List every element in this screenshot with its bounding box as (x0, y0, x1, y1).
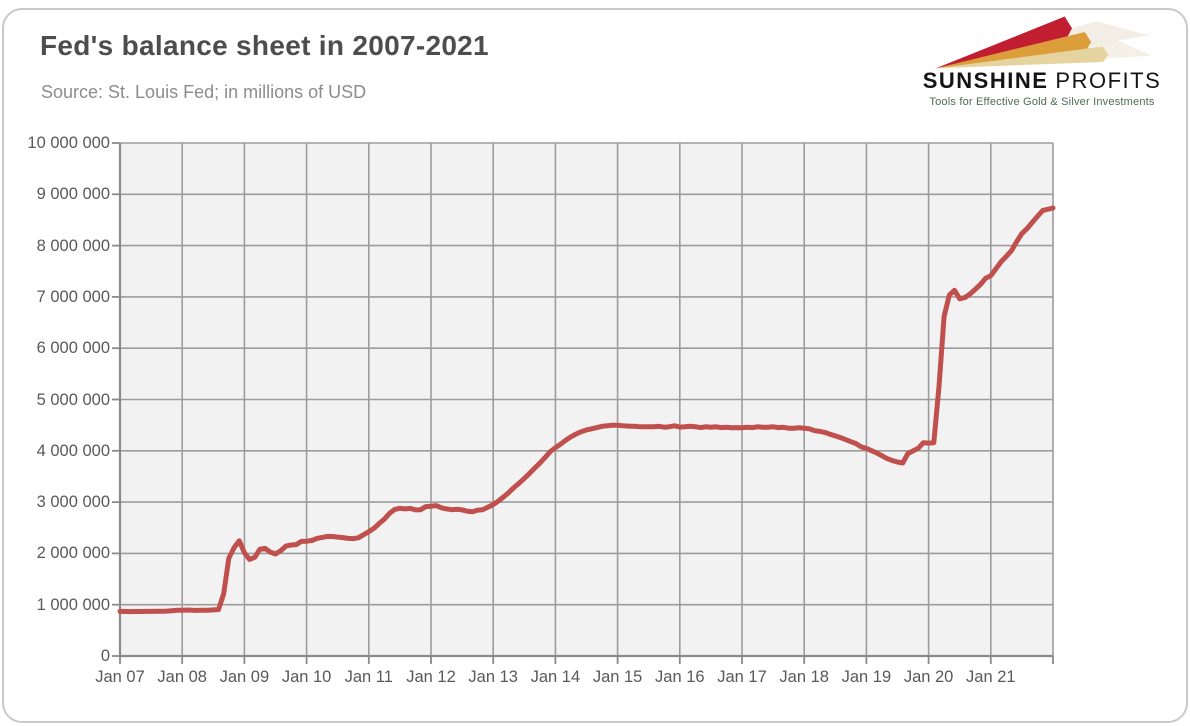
source-note: Source: St. Louis Fed; in millions of US… (41, 82, 367, 102)
x-axis-label: Jan 07 (95, 668, 145, 686)
y-axis-label: 2 000 000 (36, 544, 110, 563)
x-axis-label: Jan 17 (717, 668, 767, 686)
x-axis-label: Jan 13 (468, 668, 518, 686)
page-title: Fed's balance sheet in 2007-2021 (40, 30, 489, 61)
x-axis-label: Jan 09 (219, 668, 270, 686)
logo-brand-primary: SUNSHINE (922, 68, 1049, 93)
x-axis-label: Jan 11 (344, 668, 393, 686)
x-axis-label: Jan 19 (841, 668, 892, 686)
y-axis-label: 1 000 000 (36, 595, 110, 614)
logo-arrows-icon (935, 16, 1152, 69)
x-axis-label: Jan 18 (779, 668, 829, 686)
plot-area: 0 1 000 000 2 000 000 3 000 000 4 000 000 5 0… (27, 134, 1056, 686)
y-axis-label: 10 000 000 (27, 134, 110, 152)
y-axis-label: 5 000 000 (36, 390, 110, 409)
x-axis-label: Jan 16 (655, 668, 705, 686)
y-axis-label: 6 000 000 (36, 339, 110, 358)
y-axis-label: 0 (100, 647, 110, 665)
logo-brand-text: SUNSHINE PROFITS (916, 68, 1168, 94)
y-axis-label: 8 000 000 (36, 236, 110, 255)
x-axis-label: Jan 14 (530, 668, 581, 686)
x-axis-label: Jan 10 (281, 668, 332, 686)
logo-tagline: Tools for Effective Gold & Silver Invest… (929, 96, 1155, 108)
x-axis-label: Jan 20 (903, 668, 954, 686)
x-axis-label: Jan 21 (966, 668, 1016, 686)
plot-canvas (112, 142, 1056, 664)
balance-sheet-line (117, 205, 1056, 615)
y-axis-label: 7 000 000 (36, 287, 110, 306)
sunshine-profits-logo: SUNSHINE PROFITS Tools for Effective Gold… (916, 12, 1168, 108)
x-axis-label: Jan 12 (406, 668, 456, 686)
y-axis-label: 3 000 000 (36, 493, 110, 512)
y-axis-label: 9 000 000 (36, 185, 110, 204)
y-axis-label: 4 000 000 (36, 441, 110, 460)
x-axis-label: Jan 15 (592, 668, 643, 686)
logo-brand-secondary: PROFITS (1055, 68, 1162, 93)
x-axis-label: Jan 08 (157, 668, 207, 686)
